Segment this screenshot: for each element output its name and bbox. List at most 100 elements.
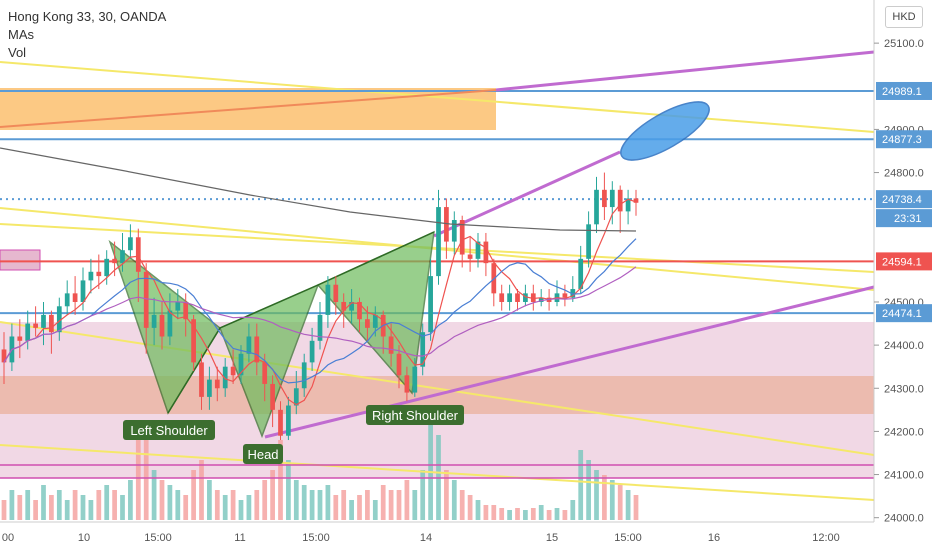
volume-bar-24 bbox=[191, 470, 196, 520]
small-zone-marker bbox=[0, 249, 41, 271]
countdown-badge bbox=[876, 209, 932, 228]
indicator-mas[interactable]: MAs bbox=[8, 27, 34, 42]
x-tick-label-8: 16 bbox=[708, 532, 720, 544]
candle-body-64 bbox=[507, 293, 512, 302]
volume-bar-51 bbox=[404, 480, 410, 520]
volume-bar-47 bbox=[372, 500, 378, 520]
volume-bar-52 bbox=[412, 490, 418, 520]
annotations-layer: Left Shoulder Head Right Shoulder bbox=[123, 405, 464, 464]
volume-layer bbox=[1, 425, 639, 520]
volume-bar-2 bbox=[17, 495, 23, 520]
candle-body-47 bbox=[372, 314, 378, 328]
orange-trendline bbox=[0, 89, 497, 128]
y-tick-label-4: 24400.0 bbox=[884, 340, 924, 352]
volume-bar-66 bbox=[523, 510, 528, 520]
ma-200 bbox=[0, 147, 637, 232]
candle-body-77 bbox=[609, 189, 615, 208]
candle-body-37 bbox=[293, 388, 299, 406]
candle-body-25 bbox=[199, 362, 204, 397]
y-tick-label-5: 24300.0 bbox=[884, 383, 924, 395]
candle-body-36 bbox=[286, 405, 291, 436]
candle-body-19 bbox=[151, 314, 157, 328]
volume-bar-68 bbox=[538, 505, 544, 520]
price-badge-0 bbox=[876, 81, 932, 100]
volume-bar-58 bbox=[459, 490, 465, 520]
volume-bar-77 bbox=[609, 480, 615, 520]
volume-bar-11 bbox=[88, 500, 94, 520]
candle-body-57 bbox=[451, 220, 457, 242]
candle-body-65 bbox=[515, 293, 520, 302]
price-badge-label-4: 24474.1 bbox=[882, 308, 922, 320]
candle-body-59 bbox=[467, 254, 473, 259]
candle-body-31 bbox=[246, 336, 252, 354]
volume-bar-65 bbox=[515, 508, 520, 520]
candle-body-21 bbox=[167, 310, 173, 337]
volume-bar-9 bbox=[72, 490, 78, 520]
symbol-title[interactable]: Hong Kong 33, 30, OANDA bbox=[8, 9, 167, 24]
volume-bar-19 bbox=[151, 470, 157, 520]
volume-bar-28 bbox=[222, 495, 228, 520]
candle-body-0 bbox=[1, 349, 7, 363]
volume-bar-79 bbox=[625, 490, 631, 520]
volume-bar-4 bbox=[33, 500, 38, 520]
indicator-vol[interactable]: Vol bbox=[8, 45, 27, 60]
annotation-box-1 bbox=[243, 444, 283, 464]
moving-averages-layer bbox=[0, 147, 637, 406]
volume-bar-53 bbox=[420, 470, 426, 520]
candle-body-55 bbox=[436, 207, 441, 277]
candle-body-35 bbox=[278, 409, 283, 436]
candle-body-42 bbox=[333, 284, 339, 302]
volume-bar-10 bbox=[80, 495, 86, 520]
annotation-label-1: Head bbox=[247, 447, 278, 462]
ma-fast bbox=[3, 198, 637, 406]
volume-bar-30 bbox=[238, 500, 244, 520]
volume-bar-18 bbox=[143, 440, 149, 520]
candle-body-18 bbox=[143, 271, 149, 328]
candle-body-66 bbox=[523, 293, 528, 302]
candle-body-61 bbox=[483, 241, 489, 264]
x-tick-label-5: 14 bbox=[420, 532, 432, 544]
volume-bar-41 bbox=[325, 485, 331, 520]
candle-body-49 bbox=[388, 336, 394, 354]
volume-bar-21 bbox=[167, 485, 173, 520]
volume-bar-14 bbox=[112, 490, 117, 520]
candle-body-54 bbox=[428, 276, 433, 333]
candle-body-20 bbox=[159, 314, 165, 337]
volume-bar-60 bbox=[475, 500, 481, 520]
candle-body-71 bbox=[562, 293, 568, 298]
volume-bar-0 bbox=[1, 500, 7, 520]
candle-body-10 bbox=[80, 280, 86, 302]
volume-bar-5 bbox=[41, 485, 46, 520]
candle-body-26 bbox=[207, 379, 212, 397]
currency-button[interactable]: HKD bbox=[885, 6, 923, 28]
yellow-trendline-4 bbox=[0, 444, 875, 501]
volume-bar-46 bbox=[365, 490, 370, 520]
price-badge-label-1: 24877.3 bbox=[882, 134, 922, 146]
volume-bar-67 bbox=[530, 508, 536, 520]
candle-body-22 bbox=[175, 301, 181, 311]
volume-bar-37 bbox=[293, 480, 299, 520]
x-tick-label-0: 00 bbox=[2, 532, 14, 544]
candle-body-8 bbox=[64, 293, 70, 307]
volume-bar-33 bbox=[262, 480, 268, 520]
candle-body-27 bbox=[214, 379, 220, 389]
annotation-box-2 bbox=[366, 405, 464, 425]
candle-body-78 bbox=[617, 189, 623, 212]
candle-body-2 bbox=[17, 336, 23, 341]
volume-bar-36 bbox=[286, 460, 291, 520]
volume-bar-7 bbox=[56, 490, 62, 520]
candle-body-74 bbox=[586, 224, 591, 259]
candle-body-51 bbox=[404, 375, 410, 393]
candle-body-13 bbox=[104, 258, 110, 277]
candle-body-32 bbox=[254, 336, 260, 363]
y-tick-label-0: 25100.0 bbox=[884, 38, 924, 50]
annotation-box-0 bbox=[123, 420, 215, 440]
candle-body-12 bbox=[96, 271, 102, 277]
volume-bar-17 bbox=[135, 430, 141, 520]
candle-body-29 bbox=[230, 366, 236, 376]
volume-bar-50 bbox=[396, 490, 402, 520]
volume-bar-56 bbox=[444, 470, 449, 520]
